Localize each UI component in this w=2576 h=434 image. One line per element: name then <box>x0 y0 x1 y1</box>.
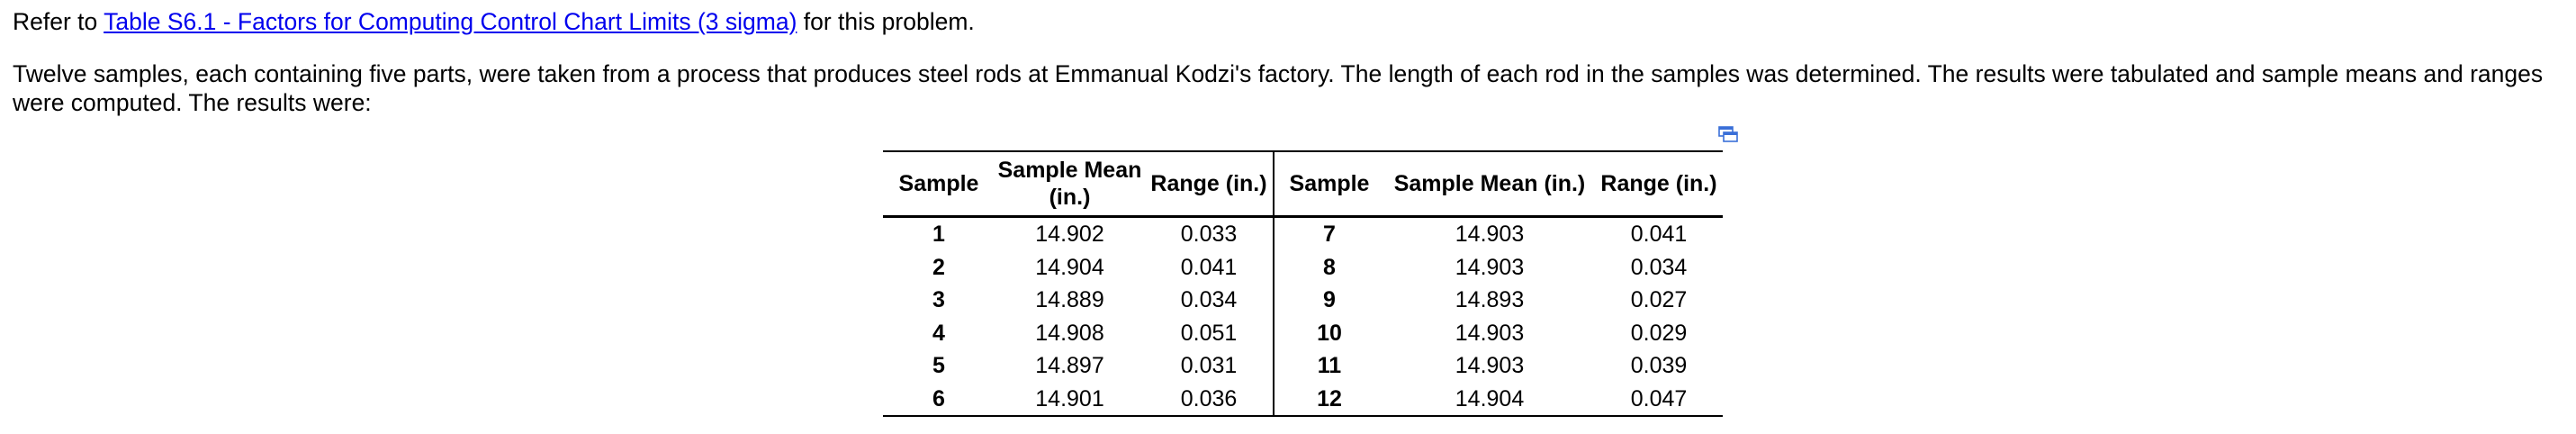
sample-mean: 14.902 <box>1035 222 1104 248</box>
sample-range: 0.027 <box>1630 287 1688 313</box>
sample-number: 9 <box>1323 287 1336 313</box>
header-range-right: Range (in.) <box>1595 151 1723 218</box>
sample-mean: 14.904 <box>1384 382 1595 417</box>
table-row: 3 14.889 0.034 9 14.893 0.027 <box>883 284 1723 317</box>
header-sample-right: Sample <box>1274 151 1384 218</box>
sample-range: 0.036 <box>1145 382 1274 417</box>
table-row: 5 14.897 0.031 11 14.903 0.039 <box>883 349 1723 383</box>
popup-window-icon[interactable] <box>1718 126 1738 142</box>
sample-number: 11 <box>1317 353 1342 379</box>
sample-range: 0.041 <box>1630 222 1688 248</box>
sample-range: 0.039 <box>1630 353 1688 379</box>
sample-range: 0.047 <box>1595 382 1723 417</box>
sample-number: 10 <box>1317 320 1342 346</box>
header-sample-left: Sample <box>883 151 995 218</box>
sample-mean: 14.904 <box>1035 254 1104 280</box>
sample-mean: 14.893 <box>1455 287 1525 313</box>
sample-range: 0.029 <box>1630 320 1688 346</box>
sample-range: 0.034 <box>1630 254 1688 280</box>
sample-number: 6 <box>883 382 995 417</box>
sample-number: 5 <box>932 353 945 379</box>
sample-range: 0.034 <box>1145 284 1274 317</box>
header-sample-mean-right: Sample Mean (in.) <box>1384 151 1595 218</box>
sample-mean: 14.903 <box>1455 254 1525 280</box>
sample-mean: 14.903 <box>1455 320 1525 346</box>
sample-number: 1 <box>932 222 945 248</box>
sample-number: 12 <box>1274 382 1384 417</box>
sample-range: 0.033 <box>1145 216 1274 251</box>
sample-mean: 14.903 <box>1455 353 1525 379</box>
table-row: 6 14.901 0.036 12 14.904 0.047 <box>883 382 1723 417</box>
sample-mean: 14.889 <box>1035 287 1104 313</box>
sample-mean: 14.897 <box>1035 353 1104 379</box>
table-row: 4 14.908 0.051 10 14.903 0.029 <box>883 316 1723 349</box>
problem-statement: Twelve samples, each containing five par… <box>13 60 2544 116</box>
sample-number: 8 <box>1323 254 1336 280</box>
header-range-left: Range (in.) <box>1145 151 1274 218</box>
table-row: 2 14.904 0.041 8 14.903 0.034 <box>883 250 1723 284</box>
reference-line: Refer to Table S6.1 - Factors for Comput… <box>13 7 975 36</box>
sample-mean: 14.903 <box>1455 222 1525 248</box>
reference-prefix: Refer to <box>13 8 104 35</box>
sample-number: 2 <box>932 254 945 280</box>
reference-suffix: for this problem. <box>797 8 975 35</box>
sample-range: 0.041 <box>1145 250 1274 284</box>
table-s6-1-link[interactable]: Table S6.1 - Factors for Computing Contr… <box>104 8 797 35</box>
sample-range: 0.031 <box>1145 349 1274 383</box>
table-header-row: Sample Sample Mean (in.) Range (in.) Sam… <box>883 151 1723 218</box>
sample-number: 4 <box>932 320 945 346</box>
sample-mean: 14.908 <box>1035 320 1104 346</box>
sample-number: 3 <box>932 287 945 313</box>
sample-data-table: Sample Sample Mean (in.) Range (in.) Sam… <box>883 150 1723 417</box>
sample-mean: 14.901 <box>995 382 1145 417</box>
sample-number: 7 <box>1323 222 1336 248</box>
header-sample-mean-left: Sample Mean (in.) <box>995 151 1145 218</box>
sample-range: 0.051 <box>1145 316 1274 349</box>
table-row: 1 14.902 0.033 7 14.903 0.041 <box>883 216 1723 251</box>
